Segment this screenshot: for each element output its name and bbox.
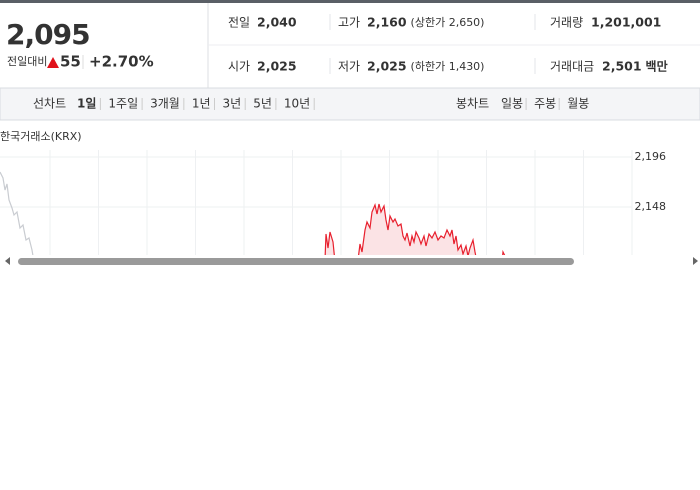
price-line-prev [0,171,34,255]
stat-label: 저가 [338,60,360,74]
candle-button[interactable]: 월봉 [567,97,589,111]
scroll-right[interactable] [693,257,698,265]
period-button[interactable]: 1년 [192,97,211,111]
change-label: 전일대비 [7,54,47,68]
period-button[interactable]: 10년 [284,97,310,111]
stat-value: 2,501 [602,59,642,74]
stat-label: 전일 [228,16,250,30]
top-border [0,0,700,3]
toolbar [0,87,700,121]
stat-label: 시가 [228,60,250,74]
price-line [502,249,506,255]
candle-button[interactable]: 주봉 [534,97,556,111]
period-button[interactable]: 1주일 [108,97,138,111]
price-area [325,204,505,255]
stat-value: 1,201,001 [591,15,661,30]
y-tick-label: 2,148 [635,200,667,213]
price: 2,095 [6,18,90,51]
period-button[interactable]: 3년 [223,97,242,111]
stat-label: 거래대금 [550,60,594,74]
stat-note: (하한가 1,430) [411,59,485,73]
candle-button[interactable]: 일봉 [501,97,523,111]
source: 한국거래소(KRX) [0,130,82,143]
stat-value: 2,025 [257,59,297,74]
price-line [358,203,477,255]
stat-value: 2,040 [257,15,297,30]
price-line [324,231,335,255]
stat-label: 거래량 [550,16,583,30]
scroll-left[interactable] [5,257,10,265]
line-chart-label: 선차트 [33,97,66,111]
stat-label: 고가 [338,16,360,30]
period-button[interactable]: 5년 [253,97,272,111]
change: 55 [60,53,81,71]
period-button[interactable]: 1일 [77,97,96,111]
stat-note: (상한가 2,650) [411,16,485,29]
scroll-thumb[interactable] [18,258,574,265]
candle-chart-label: 봉차트 [456,97,489,111]
y-tick-label: 2,196 [635,150,667,163]
stat-value: 2,160 [367,15,407,30]
period-button[interactable]: 3개월 [150,97,180,111]
stat-value: 2,025 [367,59,407,74]
stat-unit: 백만 [646,59,668,74]
change-rate: +2.70% [89,53,154,71]
up-arrow [47,57,59,68]
